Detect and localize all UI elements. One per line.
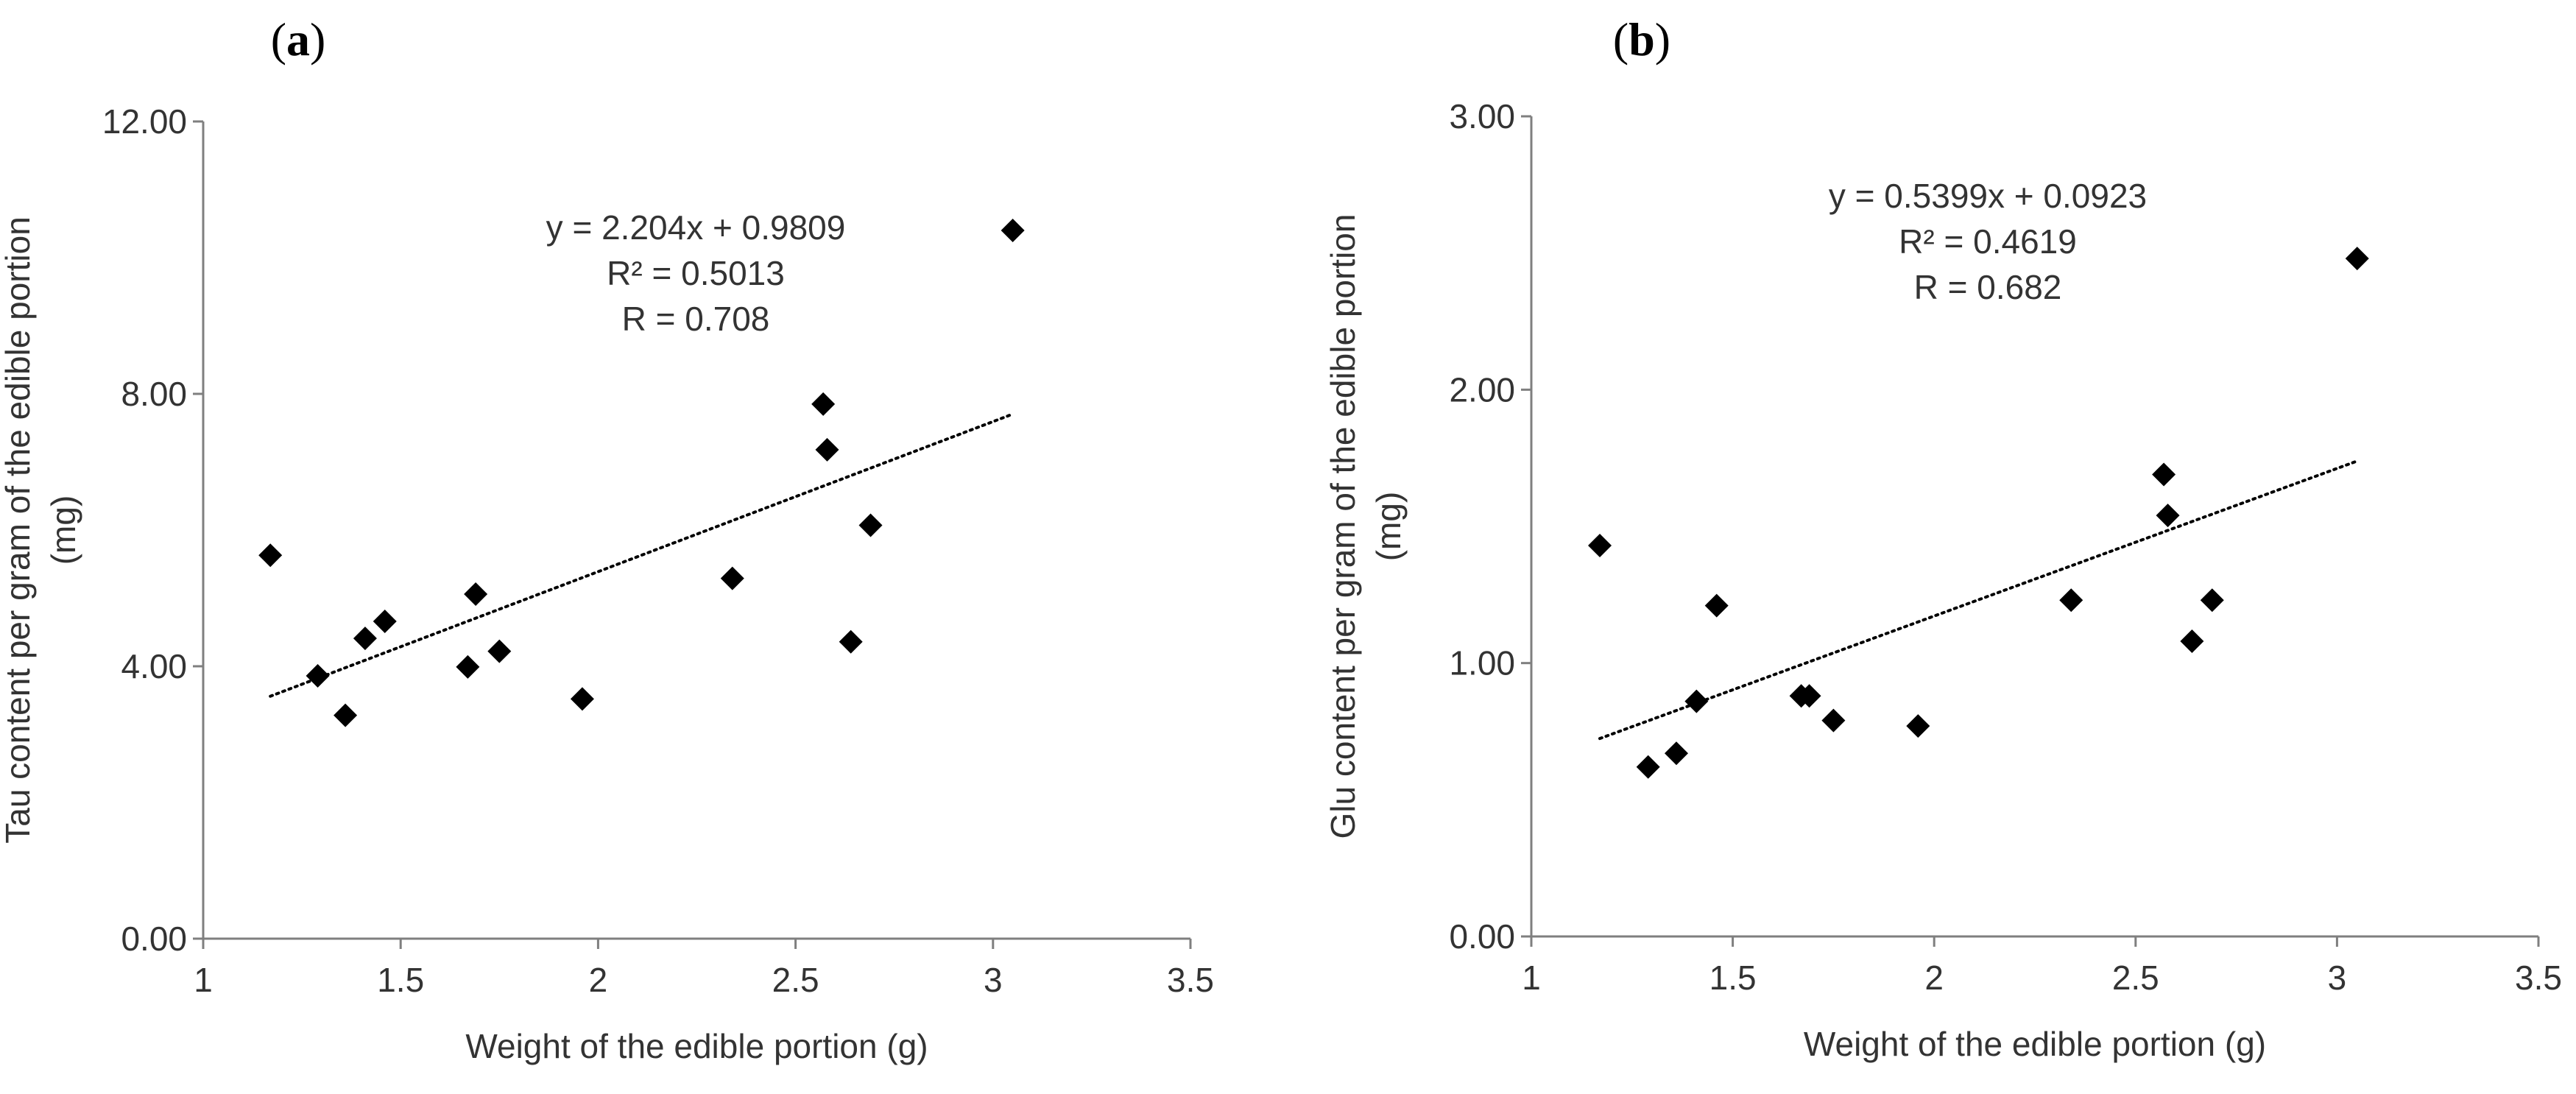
y-axis-label: Tau content per gram of the edible porti… — [0, 216, 37, 844]
data-point — [258, 543, 283, 568]
panel-label-letter: a — [286, 13, 310, 66]
regression-annotation: R² = 0.4619 — [1899, 222, 2077, 261]
x-tick-label: 2 — [1924, 959, 1944, 997]
x-tick-label: 2 — [589, 961, 608, 999]
regression-annotation: y = 2.204x + 0.9809 — [546, 208, 846, 247]
data-point — [2200, 588, 2224, 613]
x-tick-label: 3.5 — [1167, 961, 1214, 999]
data-point — [2059, 588, 2083, 613]
y-tick-label: 2.00 — [1449, 370, 1515, 409]
data-point — [353, 627, 377, 651]
y-tick-label: 1.00 — [1449, 644, 1515, 682]
x-tick-label: 1.5 — [1709, 959, 1757, 997]
data-point — [334, 703, 358, 727]
x-tick-label: 2.5 — [2112, 959, 2159, 997]
y-tick-label: 8.00 — [121, 375, 187, 413]
regression-annotation: R = 0.708 — [622, 300, 770, 338]
regression-annotation: R = 0.682 — [1914, 268, 2062, 306]
x-tick-label: 1.5 — [377, 961, 424, 999]
data-point — [720, 566, 744, 590]
chart-panel-b: (b) 0.00 1.00 2.00 3.00 1 1.5 2 2.5 3 3.5 Weight of… — [1324, 13, 2562, 1063]
x-axis-label: Weight of the edible portion (g) — [465, 1027, 928, 1065]
y-tick-label: 3.00 — [1449, 97, 1515, 135]
regression-annotation: y = 0.5399x + 0.0923 — [1829, 177, 2147, 215]
trendline — [269, 412, 1014, 698]
data-point — [456, 654, 480, 679]
y-tick-label: 12.00 — [102, 102, 187, 141]
y-axis-label-unit: (mg) — [1369, 492, 1408, 562]
data-point — [2152, 462, 2176, 487]
data-point — [2156, 504, 2180, 528]
panel-label-letter: b — [1628, 13, 1655, 66]
data-point — [1588, 533, 1612, 557]
y-tick-label: 0.00 — [1449, 917, 1515, 956]
data-point — [1821, 708, 1846, 733]
data-point — [839, 629, 863, 654]
data-point — [2345, 247, 2369, 271]
y-axis-label-unit: (mg) — [44, 495, 82, 565]
data-point — [811, 392, 836, 416]
x-tick-label: 1 — [194, 961, 213, 999]
data-point — [570, 687, 594, 711]
data-point — [815, 437, 839, 462]
data-point — [1001, 219, 1025, 242]
chart-panel-a: (a) 0.00 4.00 8.00 12.00 1 1.5 2 2.5 3 3.5 Weight o… — [0, 13, 1214, 1065]
y-tick-label: 4.00 — [121, 647, 187, 685]
regression-annotation: R² = 0.5013 — [607, 254, 785, 292]
x-tick-label: 2.5 — [772, 961, 819, 999]
x-axis-label: Weight of the edible portion (g) — [1804, 1025, 2266, 1063]
x-tick-label: 3.5 — [2515, 959, 2562, 997]
data-point — [1906, 714, 1930, 738]
data-point — [1664, 741, 1688, 766]
y-tick-label: 0.00 — [121, 920, 187, 958]
data-point — [858, 513, 883, 537]
data-point — [1797, 684, 1821, 708]
x-tick-label: 3 — [2328, 959, 2347, 997]
data-point — [373, 609, 397, 633]
panel-label: (b) — [1613, 13, 1670, 66]
data-point — [2180, 629, 2204, 653]
data-point — [1636, 755, 1660, 779]
x-tick-label: 1 — [1522, 959, 1541, 997]
x-tick-label: 3 — [984, 961, 1003, 999]
data-point — [1684, 689, 1709, 713]
trendline — [1598, 459, 2359, 741]
y-axis-label: Glu content per gram of the edible porti… — [1324, 214, 1362, 839]
data-point — [487, 639, 512, 663]
data-point — [464, 582, 488, 606]
panel-label: (a) — [271, 13, 326, 66]
data-point — [306, 663, 330, 688]
data-point — [1704, 593, 1729, 618]
